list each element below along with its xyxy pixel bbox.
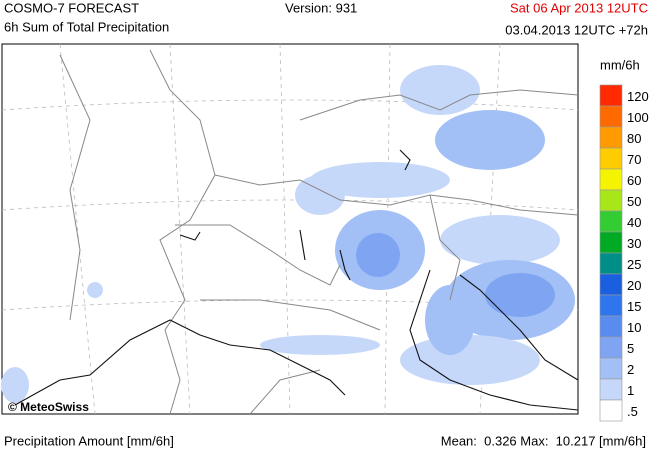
- title: COSMO-7 FORECAST: [4, 0, 139, 15]
- legend-swatch: [599, 105, 623, 128]
- legend-label: 2: [627, 362, 634, 377]
- legend-swatch: [599, 147, 623, 170]
- map: © MeteoSwiss: [1, 43, 579, 415]
- legend-swatch: [599, 336, 623, 359]
- legend-swatch: [599, 126, 623, 149]
- legend-swatch: [599, 294, 623, 317]
- footer-quantity: Precipitation Amount [mm/6h]: [4, 433, 174, 448]
- footer-stats: Mean: 0.326 Max: 10.217 [mm/6h]: [441, 433, 646, 448]
- legend-swatch: [599, 231, 623, 254]
- legend-label: 15: [627, 299, 641, 314]
- legend-label: 5: [627, 341, 634, 356]
- legend-label: 40: [627, 215, 641, 230]
- legend-swatch: [599, 189, 623, 212]
- legend-label: 120: [627, 89, 649, 104]
- legend-title: mm/6h: [600, 57, 640, 72]
- precipitation: [1, 65, 575, 403]
- run-time: 03.04.2013 12UTC +72h: [505, 22, 648, 37]
- copyright: © MeteoSwiss: [8, 400, 89, 414]
- valid-time: Sat 06 Apr 2013 12UTC: [510, 0, 648, 15]
- legend-label: 70: [627, 152, 641, 167]
- legend-label: 20: [627, 278, 641, 293]
- legend-label: 30: [627, 236, 641, 251]
- legend: mm/6h 120 100 80 70 60 50 40 30 25 20 15 10 5 2 1 .5: [599, 57, 649, 422]
- legend-label: 1: [627, 383, 634, 398]
- legend-label: 10: [627, 320, 641, 335]
- legend-swatch: [599, 168, 623, 191]
- coastline: [14, 149, 579, 411]
- legend-swatch: [599, 84, 623, 107]
- legend-swatch: [599, 399, 623, 422]
- legend-label: 60: [627, 173, 641, 188]
- borders: [59, 49, 579, 415]
- version: Version: 931: [285, 0, 357, 15]
- legend-label: .5: [627, 404, 638, 419]
- legend-label: 100: [627, 110, 649, 125]
- legend-label: 80: [627, 131, 641, 146]
- legend-label: 50: [627, 194, 641, 209]
- legend-swatch: [599, 315, 623, 338]
- legend-swatch: [599, 378, 623, 401]
- legend-swatch: [599, 252, 623, 275]
- legend-swatch: [599, 357, 623, 380]
- legend-label: 25: [627, 257, 641, 272]
- legend-swatch: [599, 210, 623, 233]
- legend-swatch: [599, 273, 623, 296]
- subtitle: 6h Sum of Total Precipitation: [4, 19, 169, 34]
